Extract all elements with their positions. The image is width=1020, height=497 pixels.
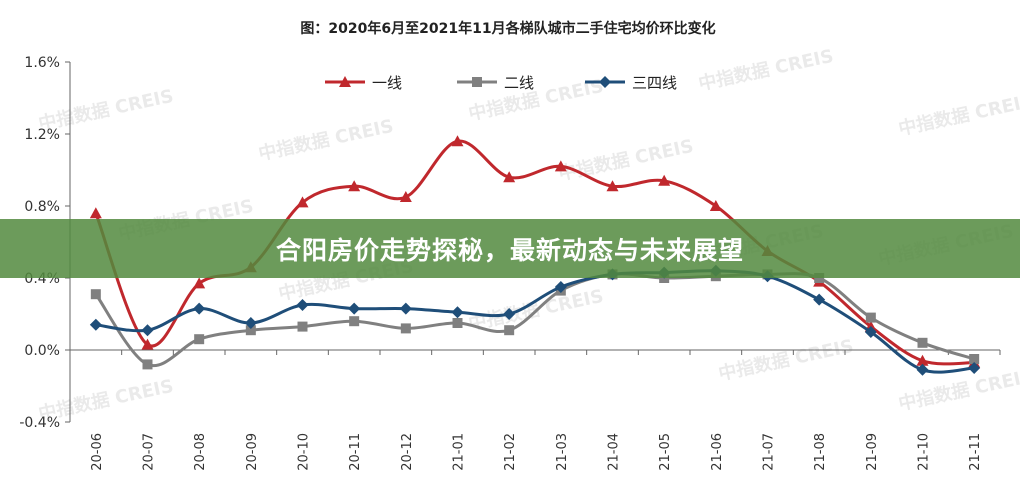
data-point-marker xyxy=(606,180,619,192)
data-point-marker xyxy=(917,337,928,348)
data-point-marker xyxy=(916,354,929,366)
data-point-marker xyxy=(296,299,309,311)
data-point-marker xyxy=(348,302,361,315)
x-tick-label: 21-09 xyxy=(865,433,880,471)
data-point-marker xyxy=(865,312,876,323)
data-point-marker xyxy=(814,273,825,283)
data-point-marker xyxy=(194,334,205,345)
x-tick-label: 21-02 xyxy=(503,433,518,471)
watermark-text: 中指数据 CREIS xyxy=(556,135,695,185)
y-tick-label: 1.2% xyxy=(24,127,60,143)
y-tick-label: 1.6% xyxy=(24,55,60,71)
headline-text: 合阳房价走势探秘，最新动态与未来展望 xyxy=(275,235,744,265)
data-point-marker xyxy=(503,308,516,320)
data-point-marker xyxy=(400,323,411,334)
y-tick-label: 0.0% xyxy=(24,343,60,359)
series-3 xyxy=(89,264,981,376)
data-point-marker xyxy=(864,326,877,338)
data-point-marker xyxy=(348,180,361,192)
x-tick-label: 21-06 xyxy=(710,433,725,471)
legend: 一线 二线 三四线 xyxy=(325,74,677,92)
watermark-text: 中指数据 CREIS xyxy=(896,90,1020,140)
data-point-marker xyxy=(141,324,154,337)
x-tick-label: 21-03 xyxy=(555,433,570,471)
headline-banner: 合阳房价走势探秘，最新动态与未来展望 xyxy=(0,219,1020,278)
x-tick-label: 21-05 xyxy=(658,433,673,471)
x-tick-label: 20-07 xyxy=(142,433,157,471)
data-point-marker xyxy=(599,76,611,88)
x-tick-label: 20-08 xyxy=(193,433,208,471)
data-point-marker xyxy=(399,302,412,315)
x-tick-label: 21-07 xyxy=(762,433,777,471)
legend-label: 一线 xyxy=(372,74,402,92)
data-point-marker xyxy=(142,359,153,370)
x-axis-ticks: 20-06 20-07 20-08 20-09 20-10 20-11 20-12 21-01… xyxy=(69,350,1001,471)
data-point-marker xyxy=(141,338,154,350)
data-point-marker xyxy=(89,207,102,219)
watermark-text: 中指数据 CREIS xyxy=(256,115,395,165)
data-point-marker xyxy=(813,293,826,306)
data-point-marker xyxy=(89,318,102,331)
y-axis-ticks: -0.4%0.0%0.4%0.8%1.2%1.6% xyxy=(19,55,70,431)
x-tick-label: 21-11 xyxy=(968,433,983,471)
x-tick-label: 20-09 xyxy=(245,433,260,471)
y-tick-label: 0.8% xyxy=(24,199,60,215)
data-point-marker xyxy=(969,354,980,364)
data-point-marker xyxy=(349,316,360,327)
data-point-marker xyxy=(296,196,309,208)
data-point-marker xyxy=(339,76,351,87)
x-tick-label: 20-11 xyxy=(348,433,363,471)
data-point-marker xyxy=(193,277,206,289)
watermark-text: 中指数据 CREIS xyxy=(696,45,835,95)
x-tick-label: 21-08 xyxy=(813,433,828,471)
data-point-marker xyxy=(968,362,981,374)
x-tick-label: 20-10 xyxy=(297,433,312,471)
y-tick-label: -0.4% xyxy=(19,415,60,431)
data-point-marker xyxy=(452,318,463,328)
legend-item: 三四线 xyxy=(585,74,677,92)
data-point-marker xyxy=(658,174,671,186)
data-point-marker xyxy=(503,171,516,183)
data-point-marker xyxy=(245,325,256,336)
legend-item: 二线 xyxy=(457,74,534,92)
data-point-marker xyxy=(399,191,412,202)
legend-label: 二线 xyxy=(504,74,534,92)
data-point-marker xyxy=(193,302,206,315)
data-point-marker xyxy=(504,325,515,336)
data-point-marker xyxy=(451,135,464,147)
data-point-marker xyxy=(297,321,308,332)
x-tick-label: 21-10 xyxy=(917,433,932,471)
legend-item: 一线 xyxy=(325,74,402,92)
data-point-marker xyxy=(554,281,567,293)
x-tick-label: 21-04 xyxy=(607,433,622,471)
x-tick-label: 20-12 xyxy=(400,433,415,471)
x-tick-label: 20-06 xyxy=(90,433,105,471)
data-point-marker xyxy=(916,363,929,376)
x-tick-label: 21-01 xyxy=(452,433,467,471)
data-point-marker xyxy=(451,306,464,319)
chart-title: 图：2020年6月至2021年11月各梯队城市二手住宅均价环比变化 xyxy=(300,20,715,37)
legend-label: 三四线 xyxy=(632,74,677,92)
data-point-marker xyxy=(472,77,482,87)
data-point-marker xyxy=(709,200,722,211)
data-point-marker xyxy=(244,317,257,329)
watermark-text: 中指数据 CREIS xyxy=(896,365,1020,415)
watermark-text: 中指数据 CREIS xyxy=(716,335,855,385)
data-point-marker xyxy=(90,289,101,300)
data-point-marker xyxy=(554,160,567,172)
